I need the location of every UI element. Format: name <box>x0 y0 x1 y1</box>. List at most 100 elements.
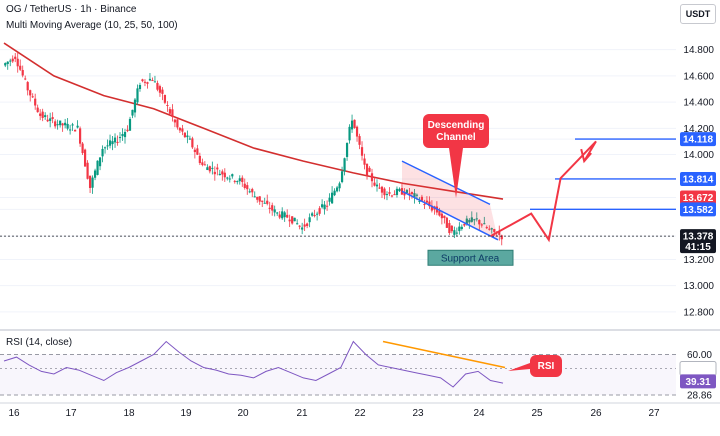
countdown-label: 41:15 <box>685 242 711 253</box>
candle-body <box>420 196 424 201</box>
time-tick-label: 16 <box>8 408 20 419</box>
candle-body <box>393 194 396 196</box>
price-tag-label: 14.118 <box>683 135 713 146</box>
candle-body <box>136 88 139 103</box>
candle-body <box>148 78 152 81</box>
candle-body <box>186 135 189 138</box>
candle-body <box>56 124 59 126</box>
candle-body <box>228 178 231 180</box>
candle-body <box>223 172 226 178</box>
candle-body <box>123 131 127 138</box>
candle-body <box>450 225 453 232</box>
candle-body <box>21 69 24 76</box>
candle-body <box>246 185 249 190</box>
candle-body <box>413 193 416 198</box>
currency-button[interactable]: USDT <box>680 4 716 24</box>
candle-body <box>313 215 316 217</box>
candle-body <box>176 119 179 128</box>
candle-body <box>241 177 244 183</box>
candle-body <box>473 219 476 221</box>
candle-body <box>188 138 191 140</box>
candle-body <box>296 223 299 225</box>
candle-body <box>71 124 74 126</box>
candle-body <box>81 143 84 154</box>
candle-body <box>216 167 219 170</box>
candle-body <box>308 217 311 223</box>
rsi-tag-label: 39.31 <box>685 377 710 388</box>
candle-body <box>49 118 52 121</box>
candle-body <box>83 149 87 167</box>
price-tick-label: 13.200 <box>683 255 714 266</box>
time-tick-label: 27 <box>648 408 660 419</box>
rsi-callout <box>530 355 562 377</box>
moving-average <box>3 42 504 200</box>
time-tick-label: 25 <box>531 408 543 419</box>
candle-body <box>400 188 404 195</box>
candle-body <box>316 213 319 215</box>
candle-body <box>455 232 458 234</box>
candle-body <box>61 123 64 126</box>
candle-body <box>395 188 399 195</box>
candle-body <box>9 60 12 62</box>
candle-body <box>360 147 364 156</box>
candle-body <box>221 171 224 175</box>
candle-body <box>113 137 117 143</box>
candle-body <box>355 126 359 137</box>
candle-body <box>44 115 47 118</box>
candle-body <box>483 223 486 225</box>
candle-body <box>231 174 234 177</box>
candle-body <box>156 82 159 90</box>
rsi-tag-bg <box>680 374 716 389</box>
candle-body <box>198 155 201 164</box>
candle-body <box>353 119 356 128</box>
price-tick-label: 14.200 <box>683 124 714 135</box>
descending-channel-fill <box>402 161 498 240</box>
price-tag-bg <box>680 190 716 205</box>
candle-body <box>291 216 294 224</box>
candle-body <box>59 120 62 126</box>
price-tick-label: 14.000 <box>683 150 714 161</box>
candle-body <box>278 214 281 218</box>
candle-body <box>106 145 109 147</box>
candle-body <box>440 213 443 219</box>
candle-body <box>338 183 341 189</box>
rsi-band <box>0 354 676 395</box>
candle-body <box>328 197 331 202</box>
candle-body <box>166 104 169 106</box>
candle-body <box>34 98 37 106</box>
candle-body <box>500 235 503 240</box>
candle-body <box>286 214 289 218</box>
candle-body <box>203 164 206 166</box>
candle-body <box>31 96 34 98</box>
callout-pointer <box>449 148 463 198</box>
candle-body <box>218 173 221 176</box>
price-tag-bg <box>680 132 716 147</box>
price-tag-bg <box>680 202 716 217</box>
candle-body <box>388 192 391 194</box>
candle-body <box>283 212 286 218</box>
candle-body <box>251 189 254 193</box>
candle-body <box>458 226 461 232</box>
candle-body <box>51 117 54 119</box>
candle-body <box>298 225 301 227</box>
candle-body <box>335 187 339 192</box>
candle-body <box>288 219 291 222</box>
rsi-panel: RSI <box>0 340 676 396</box>
candle-body <box>398 188 401 192</box>
candle-body <box>133 99 137 113</box>
candle-body <box>146 82 149 84</box>
price-tag-bg <box>680 171 716 186</box>
candle-body <box>108 140 112 146</box>
candle-body <box>303 224 306 227</box>
time-tick-label: 22 <box>354 408 366 419</box>
candle-body <box>370 173 374 182</box>
candle-body <box>138 84 142 90</box>
candle-body <box>410 192 414 194</box>
candle-body <box>39 113 42 116</box>
candle-body <box>263 202 266 204</box>
price-tick-label: 13.000 <box>683 281 714 292</box>
candle-body <box>323 204 326 210</box>
